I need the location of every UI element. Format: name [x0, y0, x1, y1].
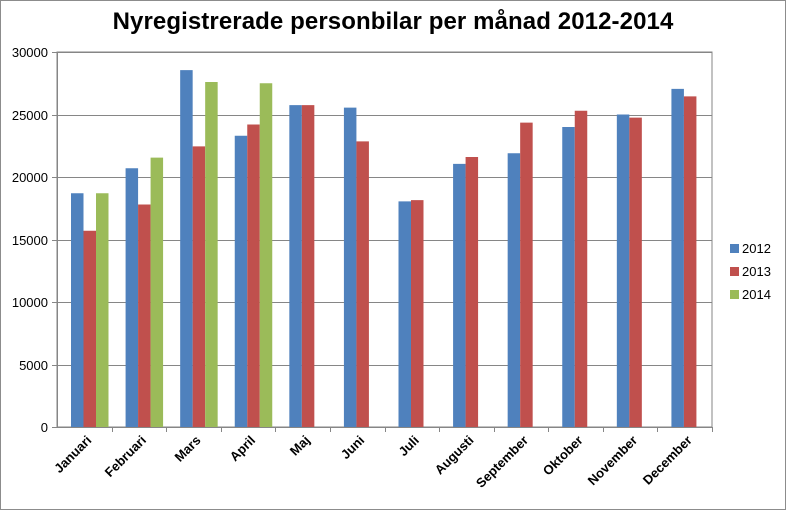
chart-title: Nyregistrerade personbilar per månad 201…	[112, 8, 674, 35]
x-tick-label-juli: Juli	[395, 433, 421, 459]
bar-2013-september	[520, 122, 533, 427]
bar-2013-juli	[411, 200, 424, 427]
bar-2012-augusti	[453, 163, 466, 427]
bar-2014-mars	[205, 82, 218, 427]
legend-label-2012: 2012	[742, 241, 771, 256]
bar-2013-april	[247, 124, 260, 427]
bar-2013-december	[683, 96, 697, 427]
y-tick-label: 10000	[12, 295, 48, 310]
y-tick-label: 30000	[12, 45, 48, 60]
x-tick-label-december: December	[640, 433, 695, 488]
x-tick-label-april: April	[227, 433, 259, 465]
bar-2012-november	[616, 114, 630, 427]
bar-2013-november	[629, 117, 642, 427]
bar-2013-februari	[138, 204, 151, 427]
x-tick-label-oktober: Oktober	[540, 433, 586, 479]
x-tick-label-februari: Februari	[102, 433, 149, 480]
bar-2012-april	[234, 135, 248, 427]
bar-2012-september	[507, 153, 521, 427]
x-tick-label-september: September	[473, 433, 531, 491]
x-tick-label-maj: Maj	[287, 433, 313, 459]
legend-swatch-2012	[730, 244, 739, 253]
bar-2013-oktober	[574, 110, 588, 427]
bar-2013-juni	[356, 141, 369, 427]
bar-2012-januari	[71, 193, 84, 427]
y-tick-label: 20000	[12, 170, 48, 185]
bar-2014-januari	[96, 193, 109, 427]
x-tick-label-juni: Juni	[338, 433, 368, 463]
x-tick-label-november: November	[585, 433, 641, 489]
legend-swatch-2013	[730, 267, 739, 276]
bar-2012-februari	[125, 168, 139, 427]
bar-2014-april	[259, 83, 273, 427]
y-tick-label: 15000	[12, 233, 48, 248]
x-tick-label-januari: Januari	[51, 433, 94, 476]
bar-2014-februari	[150, 157, 164, 427]
legend-label-2014: 2014	[742, 287, 771, 302]
bar-2012-mars	[180, 70, 193, 427]
bar-2013-januari	[83, 230, 96, 427]
bar-2012-juni	[343, 107, 357, 427]
bar-2013-maj	[301, 105, 315, 427]
bar-2013-augusti	[465, 157, 479, 427]
y-tick-label: 25000	[12, 108, 48, 123]
bar-2012-oktober	[562, 127, 575, 427]
bar-2012-maj	[289, 105, 302, 427]
bar-2013-mars	[192, 146, 206, 427]
x-tick-label-augusti: Augusti	[432, 433, 477, 478]
bar-2012-december	[671, 88, 684, 427]
bar-2012-juli	[398, 201, 411, 427]
x-tick-label-mars: Mars	[172, 433, 204, 465]
y-tick-label: 0	[41, 420, 48, 435]
y-tick-label: 5000	[19, 358, 48, 373]
legend-label-2013: 2013	[742, 264, 771, 279]
legend-swatch-2014	[730, 290, 739, 299]
